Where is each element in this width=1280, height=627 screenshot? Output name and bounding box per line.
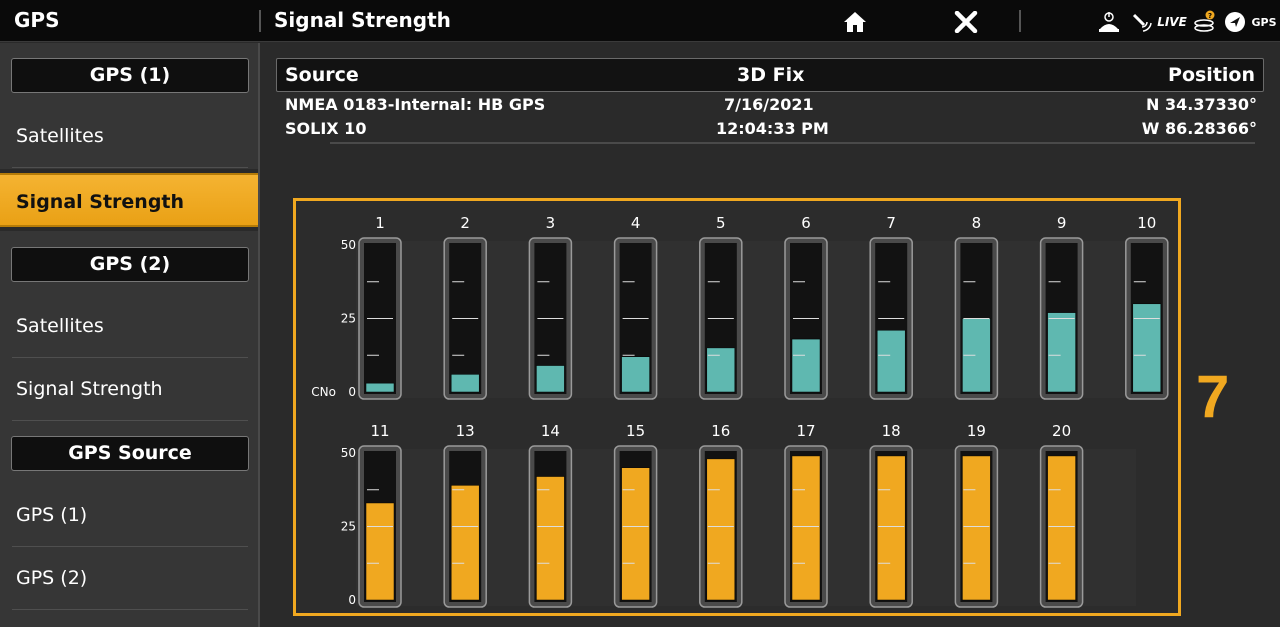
signal-bar: [1132, 303, 1162, 393]
satellite-number-label: 6: [801, 214, 811, 232]
signal-bar: [706, 347, 736, 393]
signal-strength-panel: 50 25 0 CNo 1 2 3 4 5 6 7 8 9 10 50 25 0 11 13 14 15 16 17 18 19…: [293, 198, 1181, 616]
y-tick-label: 25: [341, 312, 356, 326]
page-title: Signal Strength: [274, 8, 451, 32]
signal-bar: [876, 455, 906, 601]
app-label: GPS: [14, 8, 60, 32]
chart-status-icon[interactable]: ?: [1192, 9, 1218, 35]
signal-bar: [791, 455, 821, 601]
gps1-section-header[interactable]: GPS (1): [11, 58, 249, 93]
divider: [330, 142, 1255, 144]
layers-warning-icon: ?: [1194, 10, 1215, 32]
sonar-status-icon[interactable]: [1128, 9, 1154, 35]
satellite-number-label: 10: [1137, 214, 1156, 232]
signal-bar: [621, 356, 650, 393]
live-status[interactable]: LIVE: [1157, 15, 1187, 29]
satellite-number-label: 13: [456, 422, 475, 440]
satellite-number-label: 14: [541, 422, 560, 440]
navigation-status-icon[interactable]: [1222, 9, 1248, 35]
signal-bar: [706, 458, 736, 601]
satellite-number-label: 1: [375, 214, 385, 232]
satellite-number-label: 15: [626, 422, 645, 440]
fix-column-header: 3D Fix: [737, 64, 805, 86]
home-icon: [844, 12, 866, 32]
signal-bar: [1047, 455, 1076, 601]
position-column-header: Position: [1168, 64, 1255, 86]
signal-bar: [365, 502, 395, 601]
svg-text:?: ?: [1208, 12, 1212, 20]
sidebar-item-gps1-signal-strength[interactable]: Signal Strength: [0, 169, 258, 231]
fix-time: 12:04:33 PM: [716, 119, 829, 138]
info-table-header: Source 3D Fix Position: [276, 58, 1264, 92]
sidebar-item-gps2-signal-strength[interactable]: Signal Strength: [12, 358, 248, 421]
y-tick-label: 25: [341, 520, 356, 534]
signal-bar: [791, 338, 821, 393]
sidebar-item-gps2-satellites[interactable]: Satellites: [12, 295, 248, 358]
signal-bar: [365, 382, 395, 393]
transducer-icon: [1132, 13, 1152, 32]
close-icon: [954, 11, 978, 33]
home-button[interactable]: [839, 7, 871, 37]
sidebar-item-gps1-satellites[interactable]: Satellites: [12, 105, 248, 168]
satellite-number-label: 7: [886, 214, 896, 232]
fix-date: 7/16/2021: [724, 95, 814, 114]
satellites-in-fix-count: 7: [1196, 363, 1230, 430]
satellite-number-label: 17: [796, 422, 815, 440]
y-tick-label: 50: [341, 238, 356, 252]
signal-bar: [962, 455, 991, 601]
sidebar-item-source-gps2[interactable]: GPS (2): [12, 547, 248, 610]
signal-bar: [536, 476, 565, 601]
satellite-number-label: 11: [370, 422, 389, 440]
satellite-number-label: 18: [882, 422, 901, 440]
gps2-section-header[interactable]: GPS (2): [11, 247, 249, 282]
satellite-number-label: 19: [967, 422, 986, 440]
device-name: SOLIX 10: [285, 119, 367, 138]
satellite-number-label: 9: [1057, 214, 1067, 232]
power-status-icon[interactable]: [1096, 9, 1122, 35]
close-button[interactable]: [950, 7, 982, 37]
satellite-number-label: 5: [716, 214, 726, 232]
signal-bar: [536, 365, 565, 393]
satellite-number-label: 3: [546, 214, 556, 232]
info-row: NMEA 0183-Internal: HB GPS 7/16/2021 N 3…: [285, 95, 1257, 117]
source-value: NMEA 0183-Internal: HB GPS: [285, 95, 546, 114]
top-bar: GPS Signal Strength LIVE ?: [0, 0, 1280, 42]
signal-bar: [450, 485, 480, 601]
source-column-header: Source: [285, 64, 359, 86]
y-tick-label: 50: [341, 446, 356, 460]
signal-bar: [876, 330, 906, 393]
gps-status-icon[interactable]: GPS: [1250, 9, 1278, 35]
latitude-value: N 34.37330°: [1146, 95, 1257, 114]
gps-source-section-header[interactable]: GPS Source: [11, 436, 249, 471]
sidebar-item-source-gps1[interactable]: GPS (1): [12, 484, 248, 547]
gps-status-label: GPS: [1251, 15, 1277, 29]
satellite-number-label: 16: [711, 422, 730, 440]
satellite-number-label: 4: [631, 214, 641, 232]
info-row: SOLIX 10 12:04:33 PM W 86.28366°: [285, 119, 1257, 141]
satellite-number-label: 2: [460, 214, 470, 232]
signal-strength-chart: 50 25 0 CNo 1 2 3 4 5 6 7 8 9 10 50 25 0 11 13 14 15 16 17 18 19…: [311, 214, 1169, 608]
divider: [259, 10, 261, 32]
y-tick-label: 0: [348, 593, 356, 607]
longitude-value: W 86.28366°: [1141, 119, 1257, 138]
signal-bar: [1047, 312, 1076, 393]
navigation-arrow-icon: [1225, 12, 1245, 32]
signal-bar: [450, 374, 480, 393]
sidebar: GPS (1) Satellites Signal Strength GPS (…: [0, 43, 260, 627]
divider: [1019, 10, 1021, 32]
y-axis-label: CNo: [311, 385, 336, 399]
power-icon: [1099, 12, 1119, 32]
y-tick-label: 0: [348, 385, 356, 399]
satellite-number-label: 8: [972, 214, 982, 232]
signal-bar: [621, 467, 650, 601]
satellite-number-label: 20: [1052, 422, 1071, 440]
